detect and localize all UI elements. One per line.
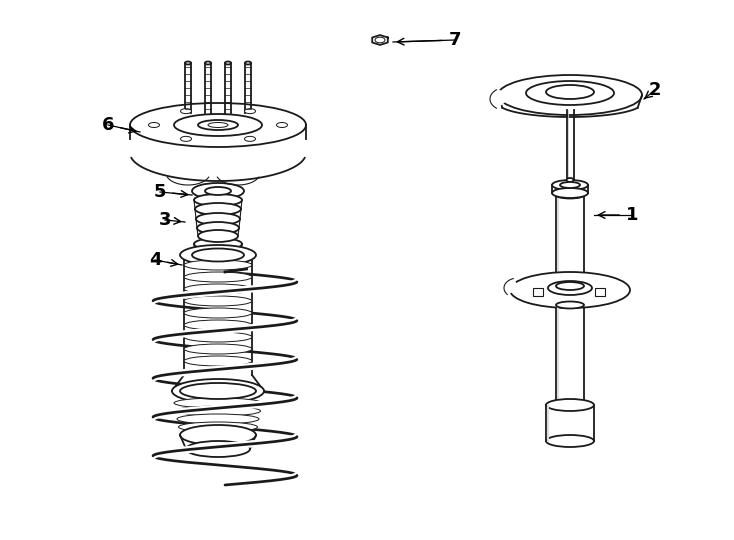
Ellipse shape xyxy=(198,230,238,242)
Ellipse shape xyxy=(196,213,240,225)
Polygon shape xyxy=(372,35,388,45)
Ellipse shape xyxy=(184,260,252,270)
Ellipse shape xyxy=(180,383,256,399)
Ellipse shape xyxy=(184,344,252,354)
Text: 3: 3 xyxy=(159,211,171,229)
Bar xyxy=(556,195,584,290)
Ellipse shape xyxy=(181,137,192,141)
Ellipse shape xyxy=(180,425,256,445)
Ellipse shape xyxy=(184,284,252,294)
Ellipse shape xyxy=(567,178,573,182)
Ellipse shape xyxy=(244,137,255,141)
Text: 1: 1 xyxy=(626,206,639,224)
Ellipse shape xyxy=(556,402,584,408)
Ellipse shape xyxy=(498,75,642,115)
Ellipse shape xyxy=(548,281,592,295)
Ellipse shape xyxy=(184,272,252,282)
Bar xyxy=(556,305,584,405)
Ellipse shape xyxy=(198,255,238,265)
Ellipse shape xyxy=(208,123,228,127)
Text: 6: 6 xyxy=(102,116,115,134)
Ellipse shape xyxy=(194,194,242,206)
Ellipse shape xyxy=(172,379,264,403)
Ellipse shape xyxy=(205,187,231,195)
Text: 2: 2 xyxy=(649,81,661,99)
Ellipse shape xyxy=(174,114,262,136)
Ellipse shape xyxy=(130,103,306,147)
Bar xyxy=(533,288,543,296)
Ellipse shape xyxy=(180,245,256,265)
Ellipse shape xyxy=(556,287,584,294)
Ellipse shape xyxy=(194,238,242,250)
Ellipse shape xyxy=(175,406,261,416)
Ellipse shape xyxy=(546,399,594,411)
Ellipse shape xyxy=(192,248,244,261)
Ellipse shape xyxy=(197,222,239,234)
Ellipse shape xyxy=(277,123,288,127)
Ellipse shape xyxy=(546,435,594,447)
Ellipse shape xyxy=(184,296,252,306)
Text: 7: 7 xyxy=(448,31,461,49)
Bar xyxy=(595,288,605,296)
Ellipse shape xyxy=(510,272,630,308)
Ellipse shape xyxy=(181,109,192,113)
Ellipse shape xyxy=(526,81,614,105)
Text: 4: 4 xyxy=(149,251,161,269)
Ellipse shape xyxy=(184,320,252,330)
Ellipse shape xyxy=(556,282,584,290)
Ellipse shape xyxy=(375,37,385,43)
Ellipse shape xyxy=(198,120,238,130)
Ellipse shape xyxy=(185,62,191,64)
Ellipse shape xyxy=(192,183,244,199)
Ellipse shape xyxy=(186,441,250,457)
Ellipse shape xyxy=(177,414,259,424)
Ellipse shape xyxy=(184,332,252,342)
Ellipse shape xyxy=(178,422,258,432)
Polygon shape xyxy=(130,139,306,181)
Ellipse shape xyxy=(552,188,588,198)
Ellipse shape xyxy=(184,356,252,366)
Ellipse shape xyxy=(552,180,588,190)
Ellipse shape xyxy=(546,85,594,99)
Ellipse shape xyxy=(195,203,241,215)
Bar xyxy=(546,405,594,441)
Ellipse shape xyxy=(556,192,584,199)
Polygon shape xyxy=(186,435,250,449)
Ellipse shape xyxy=(148,123,159,127)
Ellipse shape xyxy=(174,398,262,408)
Text: 5: 5 xyxy=(153,183,166,201)
Ellipse shape xyxy=(556,301,584,308)
Ellipse shape xyxy=(184,308,252,318)
Ellipse shape xyxy=(205,62,211,64)
Polygon shape xyxy=(490,90,526,108)
Polygon shape xyxy=(198,244,238,260)
Ellipse shape xyxy=(560,182,580,188)
Ellipse shape xyxy=(225,62,231,64)
Polygon shape xyxy=(504,279,518,294)
Ellipse shape xyxy=(245,62,251,64)
Ellipse shape xyxy=(244,109,255,113)
